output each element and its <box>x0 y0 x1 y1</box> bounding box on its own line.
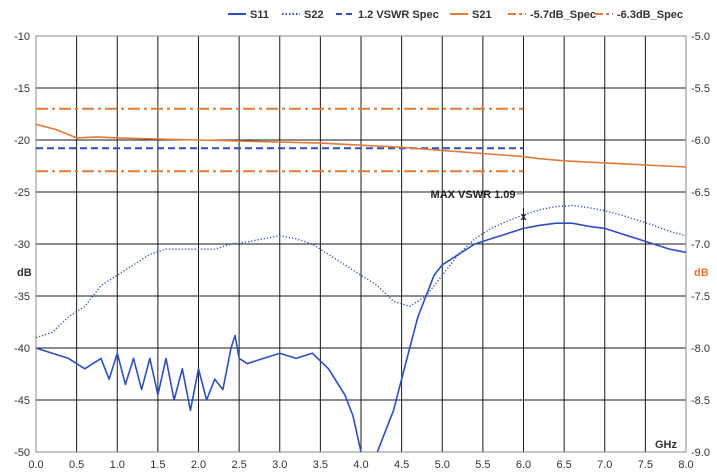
x-axis-label: GHz <box>655 439 678 451</box>
left-y-tick-label: -10 <box>14 31 30 43</box>
x-tick-label: 7.5 <box>638 459 653 471</box>
right-y-axis-ticks: -5.0 -5.5 -6.0 -6.5 -7.0 -7.5 -8.0 -8.5 -9.0 <box>691 31 710 459</box>
x-tick-label: 5.0 <box>435 459 450 471</box>
legend: S11 S22 1.2 VSWR Spec S21 -5.7dB_Spec -6.3dB_… <box>228 9 683 21</box>
x-tick-label: 0.5 <box>69 459 84 471</box>
legend-entry-label: S22 <box>304 9 324 21</box>
x-tick-label: 3.5 <box>313 459 328 471</box>
left-y-tick-label: -40 <box>14 343 30 355</box>
x-tick-label: 1.5 <box>150 459 165 471</box>
annotation-leader-line <box>516 193 524 208</box>
series-line-s11 <box>36 222 686 452</box>
x-tick-label: 6.0 <box>516 459 531 471</box>
x-tick-label: 7.0 <box>597 459 612 471</box>
x-tick-label: 1.0 <box>110 459 125 471</box>
x-tick-label: 5.5 <box>475 459 490 471</box>
grid-lines <box>35 35 687 453</box>
left-y-tick-label: -35 <box>14 291 30 303</box>
x-tick-label: 0.0 <box>28 459 43 471</box>
x-tick-label: 8.0 <box>678 459 693 471</box>
right-y-axis-label: dB <box>694 267 709 279</box>
legend-entry-label: 1.2 VSWR Spec <box>358 9 439 21</box>
left-y-tick-label: -25 <box>14 187 30 199</box>
right-y-tick-label: -8.5 <box>691 395 710 407</box>
legend-entry-label: -5.7dB_Spec <box>530 9 596 21</box>
right-y-tick-label: -8.0 <box>691 343 710 355</box>
legend-entry-label: -6.3dB_Spec <box>617 9 683 21</box>
annotation-marker-x: x <box>520 211 527 223</box>
right-y-tick-label: -9.0 <box>691 447 710 459</box>
legend-entry-label: S21 <box>472 9 492 21</box>
right-y-tick-label: -7.0 <box>691 239 710 251</box>
annotation-label: MAX VSWR 1.09 <box>431 189 516 201</box>
left-y-tick-label: -30 <box>14 239 30 251</box>
legend-entry-label: S11 <box>250 9 269 21</box>
left-y-axis-label: dB <box>17 267 32 279</box>
left-y-axis-ticks: -10 -15 -20 -25 -30 -35 -40 -45 -50 <box>14 31 30 459</box>
right-y-tick-label: -6.0 <box>691 135 710 147</box>
right-y-tick-label: -5.0 <box>691 31 710 43</box>
x-tick-label: 2.0 <box>191 459 206 471</box>
right-y-tick-label: -6.5 <box>691 187 710 199</box>
left-y-tick-label: -20 <box>14 135 30 147</box>
x-tick-label: 4.5 <box>394 459 409 471</box>
right-y-tick-label: -5.5 <box>691 83 710 95</box>
x-tick-label: 6.5 <box>556 459 571 471</box>
right-y-tick-label: -7.5 <box>691 291 710 303</box>
series-layer <box>36 107 686 452</box>
left-y-tick-label: -15 <box>14 83 30 95</box>
left-y-tick-label: -50 <box>14 447 30 459</box>
max-vswr-annotation: MAX VSWR 1.09 x <box>431 189 528 223</box>
x-tick-label: 3.0 <box>272 459 287 471</box>
x-tick-label: 2.5 <box>231 459 246 471</box>
left-y-tick-label: -45 <box>14 395 30 407</box>
x-tick-label: 4.0 <box>353 459 368 471</box>
x-axis-ticks: 0.0 0.5 1.0 1.5 2.0 2.5 3.0 3.5 4.0 4.5 5.0 5.5 6.0 6… <box>28 459 693 471</box>
series-line-s21 <box>36 123 686 168</box>
